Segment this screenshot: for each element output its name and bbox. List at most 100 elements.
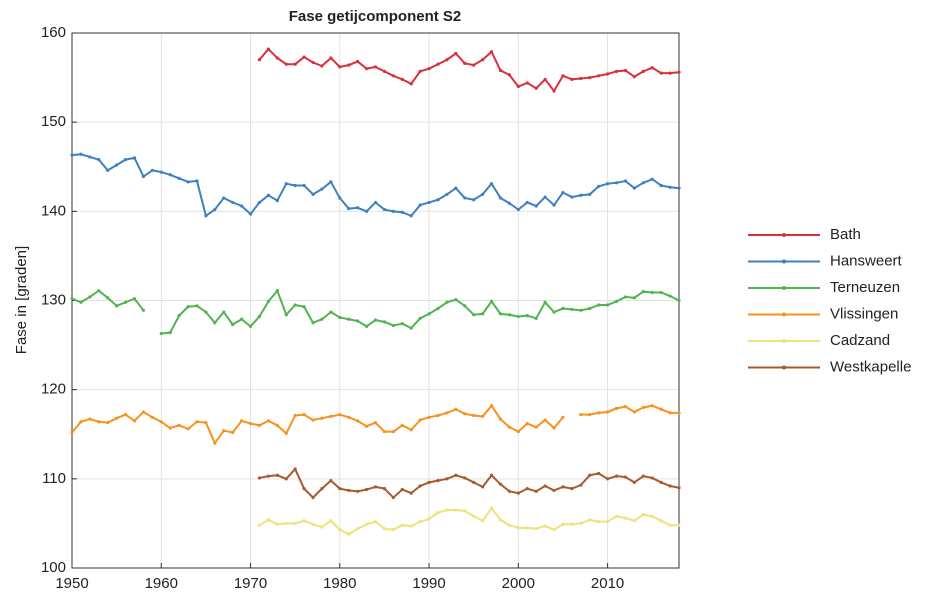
x-tick-label: 2010 (591, 575, 624, 592)
point (382, 487, 387, 491)
point (489, 404, 494, 408)
point (132, 156, 137, 160)
point (534, 527, 538, 531)
point (463, 61, 467, 65)
point (311, 192, 315, 196)
point (284, 521, 288, 526)
point (400, 423, 404, 427)
point (454, 186, 458, 190)
point (489, 182, 494, 186)
point (597, 411, 601, 415)
point (677, 186, 681, 190)
point (400, 77, 404, 81)
point (614, 406, 619, 410)
point (373, 200, 378, 205)
point (382, 69, 387, 73)
point (159, 420, 163, 424)
legend-label: Terneuzen (830, 279, 900, 296)
point (150, 168, 154, 172)
point (659, 480, 663, 484)
point (240, 419, 244, 423)
point (284, 431, 288, 435)
point (668, 71, 672, 75)
point (668, 523, 672, 527)
point (427, 480, 431, 484)
point (597, 184, 601, 188)
point (525, 314, 529, 318)
point (614, 299, 619, 303)
point (579, 308, 583, 312)
point (614, 69, 619, 73)
point (213, 321, 217, 325)
point (632, 480, 636, 484)
point (257, 200, 262, 205)
point (320, 416, 324, 420)
legend-marker (782, 259, 786, 264)
point (454, 473, 458, 477)
point (650, 514, 654, 518)
legend-label: Cadzand (830, 332, 890, 349)
point (427, 517, 431, 521)
point (409, 428, 413, 432)
point (302, 487, 306, 491)
point (275, 522, 279, 526)
point (543, 484, 547, 488)
point (400, 487, 404, 492)
point (356, 419, 360, 423)
point (257, 476, 262, 480)
point (561, 74, 565, 78)
point (275, 199, 279, 203)
point (204, 421, 208, 425)
point (436, 62, 440, 66)
series-line (258, 506, 679, 536)
point (88, 417, 92, 421)
point (409, 82, 413, 86)
point (382, 320, 387, 324)
point (373, 318, 378, 322)
point (97, 420, 101, 424)
point (436, 413, 440, 418)
point (454, 298, 458, 302)
point (498, 482, 503, 486)
point (373, 520, 378, 524)
point (302, 413, 306, 417)
point (302, 519, 306, 523)
point (400, 210, 404, 214)
point (641, 512, 645, 517)
point (275, 289, 279, 293)
point (222, 310, 226, 314)
point (177, 176, 181, 180)
point (195, 179, 199, 183)
point (668, 411, 672, 415)
point (347, 207, 351, 211)
point (481, 58, 485, 62)
point (641, 474, 645, 478)
point (579, 521, 583, 526)
point (275, 473, 279, 477)
point (597, 303, 601, 307)
point (329, 56, 333, 60)
point (472, 313, 476, 317)
point (623, 405, 628, 409)
point (231, 200, 235, 205)
point (320, 64, 324, 68)
point (534, 86, 538, 90)
point (356, 206, 360, 210)
point (177, 314, 181, 318)
point (391, 429, 395, 434)
point (570, 307, 574, 312)
point (409, 524, 413, 528)
point (364, 324, 369, 328)
point (445, 477, 449, 481)
point (552, 89, 556, 93)
point (507, 489, 511, 493)
point (588, 413, 592, 417)
point (373, 485, 378, 489)
point (329, 479, 333, 483)
point (597, 520, 601, 524)
point (79, 300, 83, 304)
y-tick-label: 130 (41, 291, 66, 308)
point (489, 473, 494, 477)
point (641, 181, 645, 185)
